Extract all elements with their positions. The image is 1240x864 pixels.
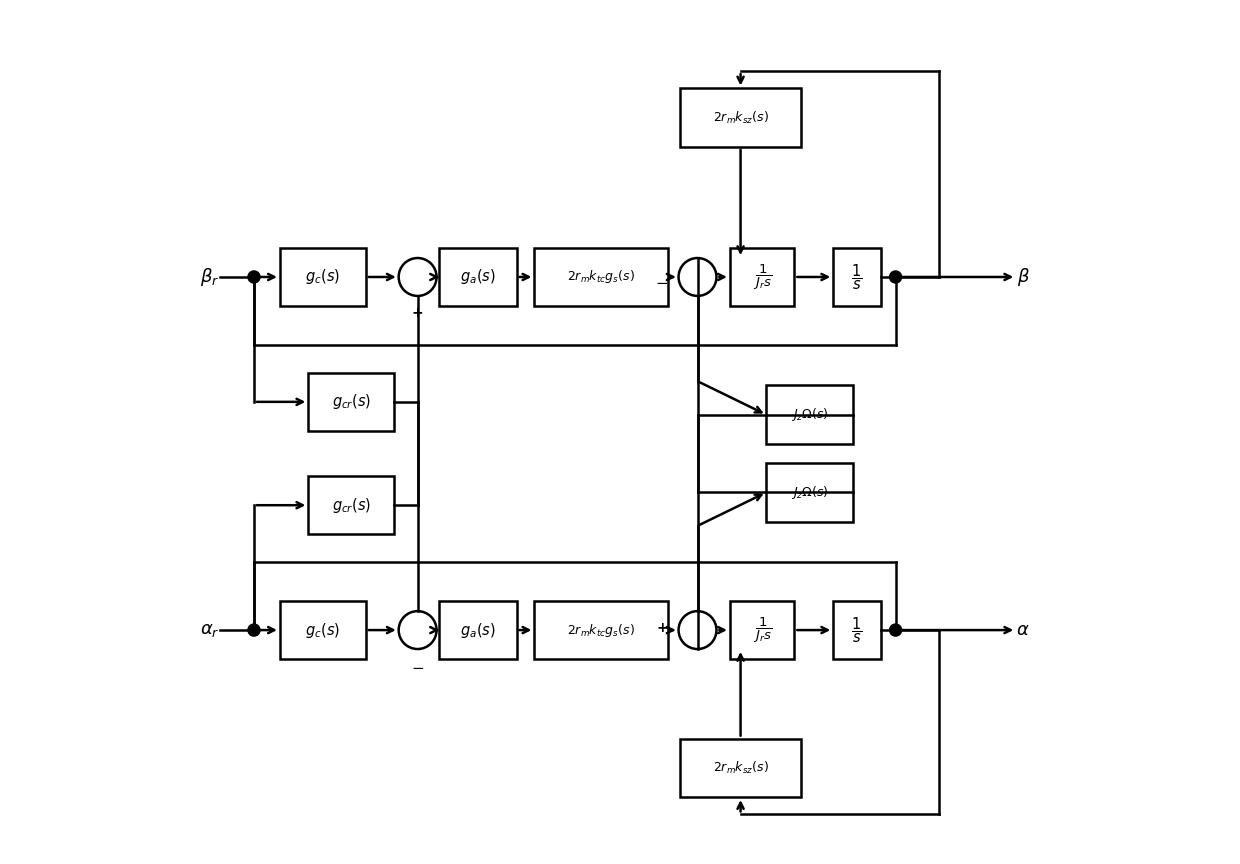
- Bar: [766, 385, 853, 444]
- Bar: [681, 739, 801, 797]
- Text: $2r_mk_{sz}(s)$: $2r_mk_{sz}(s)$: [713, 759, 769, 776]
- Text: $J_z\Omega(s)$: $J_z\Omega(s)$: [791, 484, 828, 501]
- Circle shape: [248, 624, 260, 636]
- Text: $\beta_r$: $\beta_r$: [201, 266, 219, 288]
- Bar: [534, 248, 668, 306]
- Text: $\alpha_r$: $\alpha_r$: [200, 621, 219, 639]
- Text: $\dfrac{1}{s}$: $\dfrac{1}{s}$: [851, 615, 863, 645]
- Text: +: +: [412, 306, 423, 321]
- Text: $\dfrac{1}{s}$: $\dfrac{1}{s}$: [851, 262, 863, 292]
- Bar: [439, 248, 517, 306]
- Bar: [280, 248, 366, 306]
- Bar: [439, 600, 517, 659]
- Bar: [280, 600, 366, 659]
- Text: $2r_mk_{tc}g_s(s)$: $2r_mk_{tc}g_s(s)$: [567, 269, 635, 285]
- Text: $J_z\Omega(s)$: $J_z\Omega(s)$: [791, 406, 828, 423]
- Bar: [681, 88, 801, 147]
- Bar: [309, 476, 394, 535]
- Text: $g_{cr}(s)$: $g_{cr}(s)$: [331, 496, 371, 515]
- Bar: [833, 248, 880, 306]
- Text: +: +: [657, 621, 668, 635]
- Text: $\alpha$: $\alpha$: [1017, 621, 1030, 639]
- Text: $2r_mk_{tc}g_s(s)$: $2r_mk_{tc}g_s(s)$: [567, 621, 635, 638]
- Text: $g_a(s)$: $g_a(s)$: [460, 268, 496, 287]
- Bar: [730, 248, 795, 306]
- Circle shape: [248, 271, 260, 283]
- Circle shape: [889, 271, 901, 283]
- Text: $g_c(s)$: $g_c(s)$: [305, 620, 341, 639]
- Bar: [730, 600, 795, 659]
- Text: $-$: $-$: [655, 274, 668, 289]
- Text: $g_c(s)$: $g_c(s)$: [305, 268, 341, 287]
- Text: $g_{cr}(s)$: $g_{cr}(s)$: [331, 392, 371, 411]
- Bar: [309, 372, 394, 431]
- Bar: [766, 463, 853, 522]
- Text: $\dfrac{1}{J_rs}$: $\dfrac{1}{J_rs}$: [753, 615, 771, 645]
- Text: $\beta$: $\beta$: [1017, 266, 1029, 288]
- Bar: [534, 600, 668, 659]
- Bar: [833, 600, 880, 659]
- Text: $\dfrac{1}{J_rs}$: $\dfrac{1}{J_rs}$: [753, 263, 771, 291]
- Circle shape: [889, 624, 901, 636]
- Text: $g_a(s)$: $g_a(s)$: [460, 620, 496, 639]
- Text: $-$: $-$: [410, 659, 424, 675]
- Text: $2r_mk_{sz}(s)$: $2r_mk_{sz}(s)$: [713, 110, 769, 125]
